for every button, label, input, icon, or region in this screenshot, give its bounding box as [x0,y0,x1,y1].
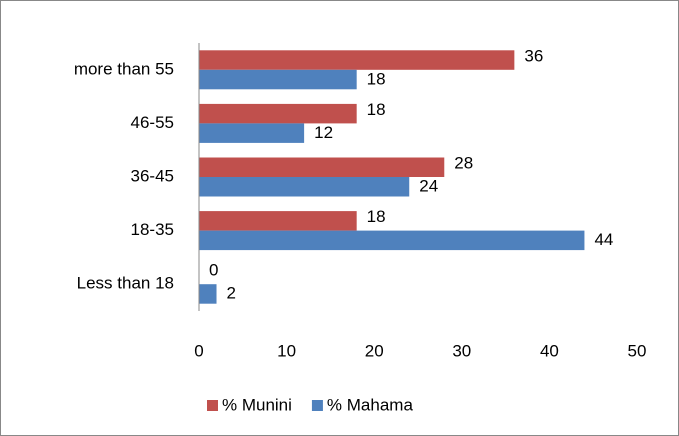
bar [199,177,410,197]
bar [199,230,585,251]
x-tick-label: 30 [452,341,471,360]
data-label: 18 [367,69,386,88]
y-tick-label: 18-35 [131,220,174,239]
bar [199,211,357,231]
data-label: 2 [227,284,236,303]
x-tick-label: 40 [540,341,559,360]
data-label: 18 [367,207,386,226]
data-label: 24 [419,176,438,195]
data-label: 0 [209,261,218,280]
data-label: 44 [594,230,613,249]
bar [199,50,515,70]
legend-label: % Mahama [327,395,414,414]
bar [199,284,217,304]
legend-swatch [311,400,323,411]
x-tick-label: 10 [277,341,296,360]
bar [199,103,357,124]
bar [199,69,357,90]
data-label: 28 [454,153,473,172]
x-tick-label: 0 [194,341,203,360]
legend-swatch [207,400,218,411]
data-label: 18 [367,100,386,119]
x-tick-label: 50 [628,341,647,360]
data-label: 12 [314,123,333,142]
y-tick-label: more than 55 [74,59,174,78]
legend-label: % Munini [222,395,292,414]
bar [199,157,445,177]
y-tick-label: Less than 18 [77,274,174,293]
y-tick-label: 46-55 [131,113,174,132]
bar [199,123,305,143]
x-tick-label: 20 [365,341,384,360]
data-label: 36 [524,46,543,65]
y-tick-label: 36-45 [131,166,174,185]
